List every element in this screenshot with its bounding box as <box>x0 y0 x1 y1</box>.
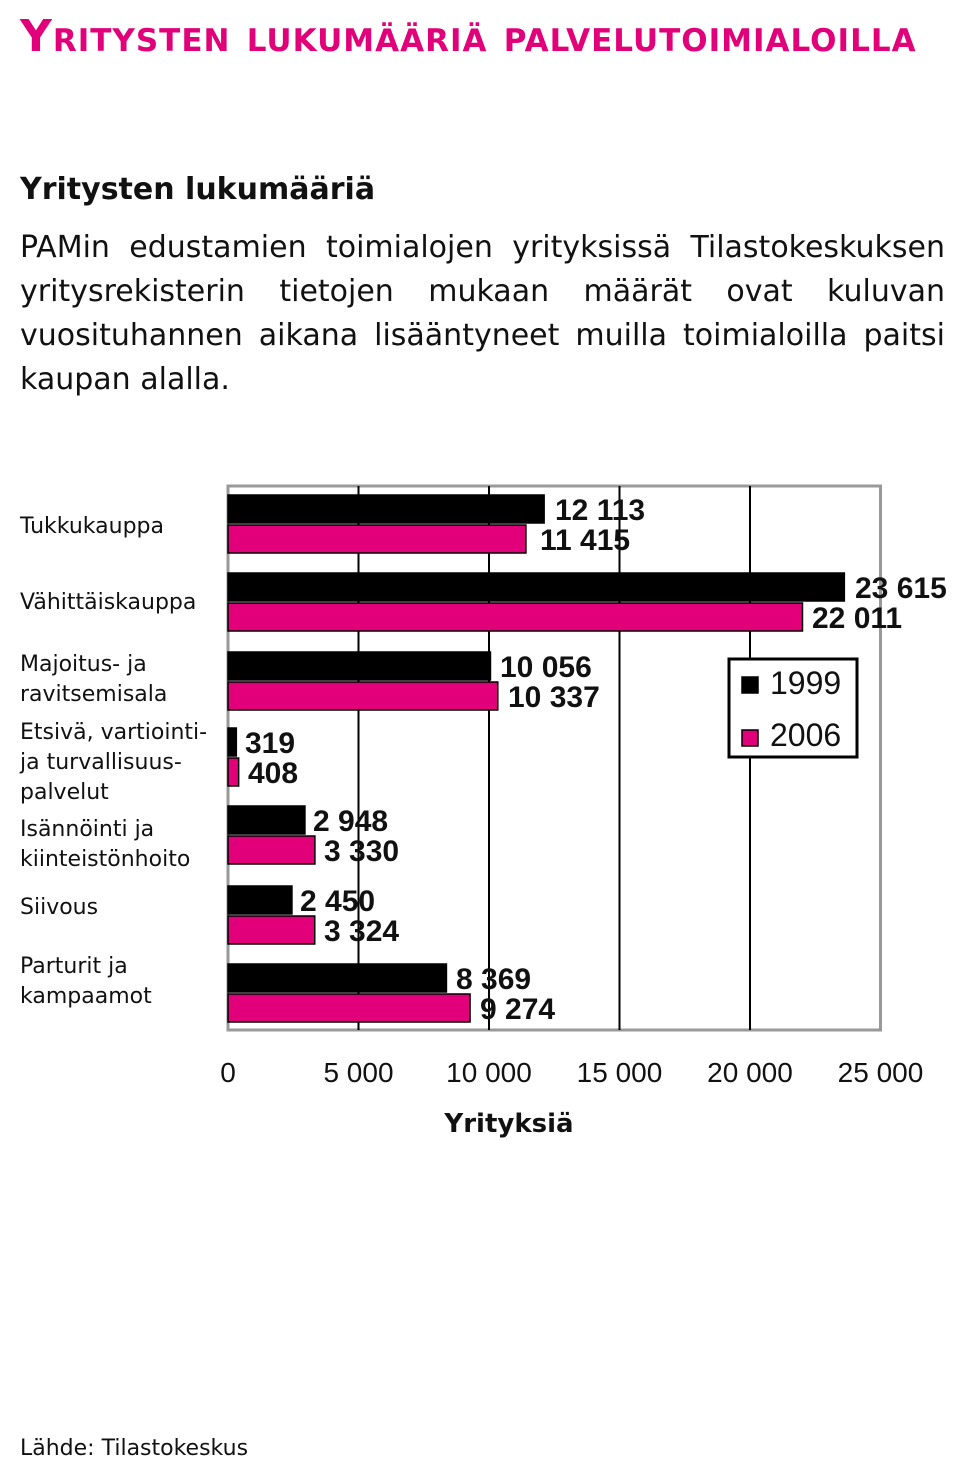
section-heading: Yritysten lukumääriä <box>20 172 376 207</box>
bar-2006-5 <box>227 915 316 945</box>
intro-paragraph: PAMin edustamien toimialojen yrityksissä… <box>20 230 945 397</box>
x-tick-label-5: 25 000 <box>838 1057 924 1088</box>
bar-2006-1 <box>227 602 804 632</box>
category-label-tukkukauppa: Tukkukauppa <box>20 514 164 539</box>
data-label-1999-4: 2 948 <box>313 805 388 838</box>
legend-label-1999: 1999 <box>770 665 841 701</box>
category-label-isannointi: Isännöinti ja kiinteistönhoito <box>20 817 191 872</box>
data-label-2006-3: 408 <box>248 757 298 790</box>
x-tick-label-1: 5 000 <box>323 1057 393 1088</box>
bar-2006-0 <box>227 524 527 554</box>
legend-label-2006: 2006 <box>770 717 841 753</box>
bar-1999-0 <box>227 494 545 524</box>
legend-swatch-2006 <box>741 729 759 747</box>
bar-2006-2 <box>227 681 499 711</box>
data-label-2006-6: 9 274 <box>480 993 555 1026</box>
data-label-1999-2: 10 056 <box>500 651 592 684</box>
data-label-1999-5: 2 450 <box>300 885 375 918</box>
category-label-siivous: Siivous <box>20 895 99 920</box>
bar-1999-3 <box>227 727 238 757</box>
bar-2006-3 <box>227 757 240 787</box>
category-label-majoitus: Majoitus- ja ravitsemisala <box>20 652 168 707</box>
data-label-1999-3: 319 <box>245 727 295 760</box>
data-label-2006-5: 3 324 <box>324 915 399 948</box>
bar-1999-2 <box>227 651 492 681</box>
bar-1999-5 <box>227 885 293 915</box>
bar-1999-4 <box>227 805 306 835</box>
data-label-2006-1: 22 011 <box>812 602 902 635</box>
bar-1999-1 <box>227 572 846 602</box>
data-label-1999-6: 8 369 <box>456 963 531 996</box>
data-label-2006-2: 10 337 <box>508 681 600 714</box>
x-tick-label-2: 10 000 <box>446 1057 532 1088</box>
page-title: Yritysten lukumääriä palvelutoimialoilla <box>20 11 917 62</box>
x-tick-label-0: 0 <box>220 1057 236 1088</box>
data-label-1999-1: 23 615 <box>855 572 947 605</box>
bar-1999-6 <box>227 963 448 993</box>
category-label-vahittaiskauppa: Vähittäiskauppa <box>20 590 197 615</box>
source-note: Lähde: Tilastokeskus <box>20 1436 249 1461</box>
data-label-2006-4: 3 330 <box>324 835 399 868</box>
bar-2006-4 <box>227 835 316 865</box>
x-tick-label-4: 20 000 <box>707 1057 793 1088</box>
legend-swatch-1999 <box>741 676 759 694</box>
category-label-vartiointi: Etsivä, vartiointi- ja turvallisuus- pal… <box>20 720 208 805</box>
x-tick-label-3: 15 000 <box>577 1057 663 1088</box>
data-label-1999-0: 12 113 <box>555 494 645 527</box>
x-axis-title: Yrityksiä <box>443 1109 573 1139</box>
category-label-parturit: Parturit ja kampaamot <box>20 954 152 1009</box>
bar-2006-6 <box>227 993 471 1023</box>
data-label-2006-0: 11 415 <box>540 524 630 557</box>
